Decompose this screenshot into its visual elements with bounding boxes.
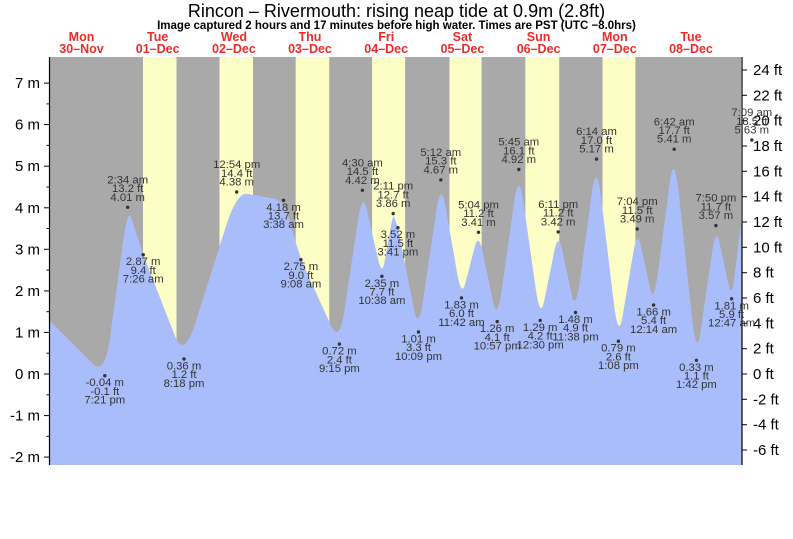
- svg-text:11:38 pm: 11:38 pm: [552, 331, 598, 343]
- svg-text:10:09 pm: 10:09 pm: [395, 351, 442, 363]
- svg-text:5.17 m: 5.17 m: [579, 144, 614, 156]
- svg-text:4.92 m: 4.92 m: [502, 154, 537, 166]
- svg-text:05–Dec: 05–Dec: [441, 42, 485, 56]
- svg-text:10:57 pm: 10:57 pm: [474, 341, 521, 353]
- svg-text:0 m: 0 m: [15, 366, 40, 383]
- svg-text:03–Dec: 03–Dec: [288, 42, 332, 56]
- svg-text:07–Dec: 07–Dec: [593, 42, 637, 56]
- svg-text:6 ft: 6 ft: [753, 290, 775, 307]
- svg-text:3 m: 3 m: [15, 241, 40, 258]
- svg-text:8 ft: 8 ft: [753, 265, 775, 282]
- svg-text:3.42 m: 3.42 m: [541, 216, 576, 228]
- svg-text:01–Dec: 01–Dec: [136, 42, 180, 56]
- svg-text:9:08 am: 9:08 am: [280, 279, 321, 291]
- svg-text:4.01 m: 4.01 m: [110, 192, 145, 204]
- svg-text:12:14 am: 12:14 am: [630, 324, 677, 336]
- svg-text:2 ft: 2 ft: [753, 341, 775, 358]
- svg-text:6 m: 6 m: [15, 117, 40, 134]
- svg-text:3.49 m: 3.49 m: [620, 214, 655, 226]
- svg-text:11:42 am: 11:42 am: [438, 317, 484, 329]
- svg-text:3:41 pm: 3:41 pm: [377, 247, 418, 259]
- svg-text:30–Nov: 30–Nov: [59, 42, 104, 56]
- svg-text:3.86 m: 3.86 m: [376, 198, 411, 210]
- svg-text:-4 ft: -4 ft: [753, 417, 780, 434]
- svg-text:12:47 am: 12:47 am: [708, 318, 755, 330]
- svg-text:14 ft: 14 ft: [753, 189, 783, 206]
- svg-text:-2 ft: -2 ft: [753, 391, 780, 408]
- svg-text:-1 m: -1 m: [10, 408, 40, 425]
- svg-text:18 ft: 18 ft: [753, 138, 783, 155]
- svg-text:16 ft: 16 ft: [753, 163, 783, 180]
- svg-text:2 m: 2 m: [15, 283, 40, 300]
- svg-text:0 ft: 0 ft: [753, 366, 775, 383]
- svg-text:7:21 pm: 7:21 pm: [84, 395, 125, 407]
- svg-text:04–Dec: 04–Dec: [364, 42, 408, 56]
- svg-text:02–Dec: 02–Dec: [212, 42, 256, 56]
- svg-text:1:42 pm: 1:42 pm: [676, 379, 717, 391]
- svg-text:7:26 am: 7:26 am: [123, 274, 164, 286]
- svg-text:Rincon – Rivermouth: rising n: Rincon – Rivermouth: rising neap tide at…: [188, 1, 605, 21]
- svg-text:10 ft: 10 ft: [753, 239, 783, 256]
- svg-text:5.41 m: 5.41 m: [657, 134, 692, 146]
- svg-text:-2 m: -2 m: [10, 449, 40, 466]
- svg-text:3.57 m: 3.57 m: [699, 210, 734, 222]
- svg-text:08–Dec: 08–Dec: [669, 42, 713, 56]
- svg-text:22 ft: 22 ft: [753, 87, 783, 104]
- svg-text:1:08 pm: 1:08 pm: [598, 360, 639, 372]
- svg-text:06–Dec: 06–Dec: [517, 42, 561, 56]
- svg-text:5.63 m: 5.63 m: [735, 125, 770, 137]
- svg-text:5 m: 5 m: [15, 158, 40, 175]
- svg-text:3.41 m: 3.41 m: [461, 217, 496, 229]
- svg-text:10:38 am: 10:38 am: [358, 295, 405, 307]
- svg-text:4.67 m: 4.67 m: [424, 164, 459, 176]
- svg-text:9:15 pm: 9:15 pm: [319, 363, 360, 375]
- svg-text:7 m: 7 m: [15, 75, 40, 92]
- svg-text:8:18 pm: 8:18 pm: [164, 378, 205, 390]
- svg-text:4.38 m: 4.38 m: [219, 177, 254, 189]
- svg-text:12 ft: 12 ft: [753, 214, 783, 231]
- svg-text:4 m: 4 m: [15, 200, 40, 217]
- svg-text:3:38 am: 3:38 am: [263, 219, 304, 231]
- svg-text:24 ft: 24 ft: [753, 62, 783, 79]
- svg-text:4 ft: 4 ft: [753, 315, 775, 332]
- svg-text:-6 ft: -6 ft: [753, 442, 780, 459]
- svg-text:1 m: 1 m: [15, 324, 40, 341]
